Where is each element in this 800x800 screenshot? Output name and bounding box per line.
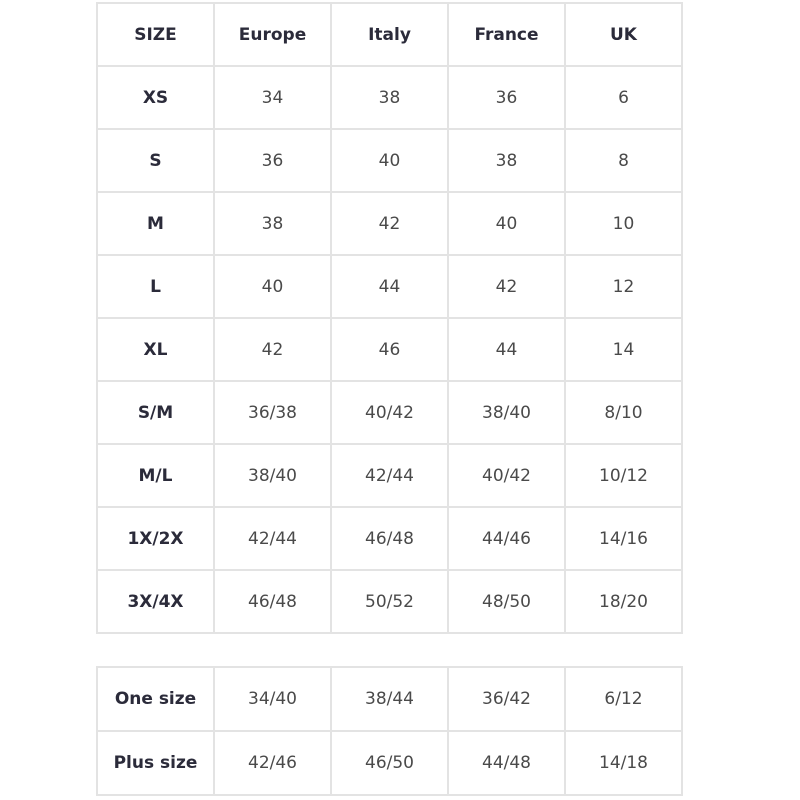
size-value-cell: 42	[330, 191, 449, 256]
size-label-cell: L	[96, 254, 215, 319]
size-value-cell: 14/18	[564, 730, 683, 796]
size-value-cell: 46	[330, 317, 449, 382]
size-value-cell: 6	[564, 65, 683, 130]
size-value-cell: 46/48	[213, 569, 332, 634]
size-value-cell: 42/46	[213, 730, 332, 796]
size-value-cell: 40/42	[447, 443, 566, 508]
size-value-cell: 10/12	[564, 443, 683, 508]
size-value-cell: 8	[564, 128, 683, 193]
column-header: Italy	[330, 2, 449, 67]
table-row: L 40 44 42 12	[96, 254, 683, 319]
table-row: One size 34/40 38/44 36/42 6/12	[96, 666, 683, 732]
size-label-cell: Plus size	[96, 730, 215, 796]
size-label-cell: M	[96, 191, 215, 256]
size-value-cell: 42/44	[330, 443, 449, 508]
column-header: SIZE	[96, 2, 215, 67]
size-value-cell: 8/10	[564, 380, 683, 445]
size-conversion-table: SIZE Europe Italy France UK XS 34 38 36 6 S 36 40 38 8…	[96, 2, 683, 634]
size-value-cell: 40	[330, 128, 449, 193]
size-label-cell: S	[96, 128, 215, 193]
size-value-cell: 50/52	[330, 569, 449, 634]
size-value-cell: 40	[213, 254, 332, 319]
size-label-cell: XS	[96, 65, 215, 130]
size-value-cell: 14/16	[564, 506, 683, 571]
size-value-cell: 44	[447, 317, 566, 382]
column-header: UK	[564, 2, 683, 67]
size-value-cell: 6/12	[564, 666, 683, 732]
size-value-cell: 12	[564, 254, 683, 319]
size-value-cell: 44/48	[447, 730, 566, 796]
size-value-cell: 38	[330, 65, 449, 130]
size-label-cell: M/L	[96, 443, 215, 508]
size-value-cell: 36/42	[447, 666, 566, 732]
header-row: SIZE Europe Italy France UK	[96, 2, 683, 67]
table-row: Plus size 42/46 46/50 44/48 14/18	[96, 730, 683, 796]
column-header: France	[447, 2, 566, 67]
table-row: M 38 42 40 10	[96, 191, 683, 256]
size-label-cell: S/M	[96, 380, 215, 445]
table-row: XS 34 38 36 6	[96, 65, 683, 130]
size-value-cell: 38	[213, 191, 332, 256]
size-value-cell: 38	[447, 128, 566, 193]
column-header: Europe	[213, 2, 332, 67]
table-row: 1X/2X 42/44 46/48 44/46 14/16	[96, 506, 683, 571]
size-label-cell: One size	[96, 666, 215, 732]
table-row: 3X/4X 46/48 50/52 48/50 18/20	[96, 569, 683, 634]
size-value-cell: 44	[330, 254, 449, 319]
size-value-cell: 34/40	[213, 666, 332, 732]
table-row: S/M 36/38 40/42 38/40 8/10	[96, 380, 683, 445]
size-value-cell: 34	[213, 65, 332, 130]
size-value-cell: 46/48	[330, 506, 449, 571]
size-value-cell: 48/50	[447, 569, 566, 634]
size-value-cell: 44/46	[447, 506, 566, 571]
size-value-cell: 36	[213, 128, 332, 193]
size-value-cell: 38/40	[447, 380, 566, 445]
special-size-table: One size 34/40 38/44 36/42 6/12 Plus size 42/4…	[96, 666, 683, 796]
size-label-cell: 1X/2X	[96, 506, 215, 571]
size-value-cell: 36/38	[213, 380, 332, 445]
size-value-cell: 40/42	[330, 380, 449, 445]
size-value-cell: 42/44	[213, 506, 332, 571]
size-value-cell: 46/50	[330, 730, 449, 796]
size-value-cell: 42	[447, 254, 566, 319]
size-value-cell: 18/20	[564, 569, 683, 634]
table-row: XL 42 46 44 14	[96, 317, 683, 382]
size-value-cell: 36	[447, 65, 566, 130]
size-value-cell: 38/44	[330, 666, 449, 732]
size-value-cell: 38/40	[213, 443, 332, 508]
size-value-cell: 40	[447, 191, 566, 256]
size-label-cell: 3X/4X	[96, 569, 215, 634]
size-label-cell: XL	[96, 317, 215, 382]
size-value-cell: 42	[213, 317, 332, 382]
size-value-cell: 10	[564, 191, 683, 256]
size-value-cell: 14	[564, 317, 683, 382]
table-row: M/L 38/40 42/44 40/42 10/12	[96, 443, 683, 508]
table-row: S 36 40 38 8	[96, 128, 683, 193]
